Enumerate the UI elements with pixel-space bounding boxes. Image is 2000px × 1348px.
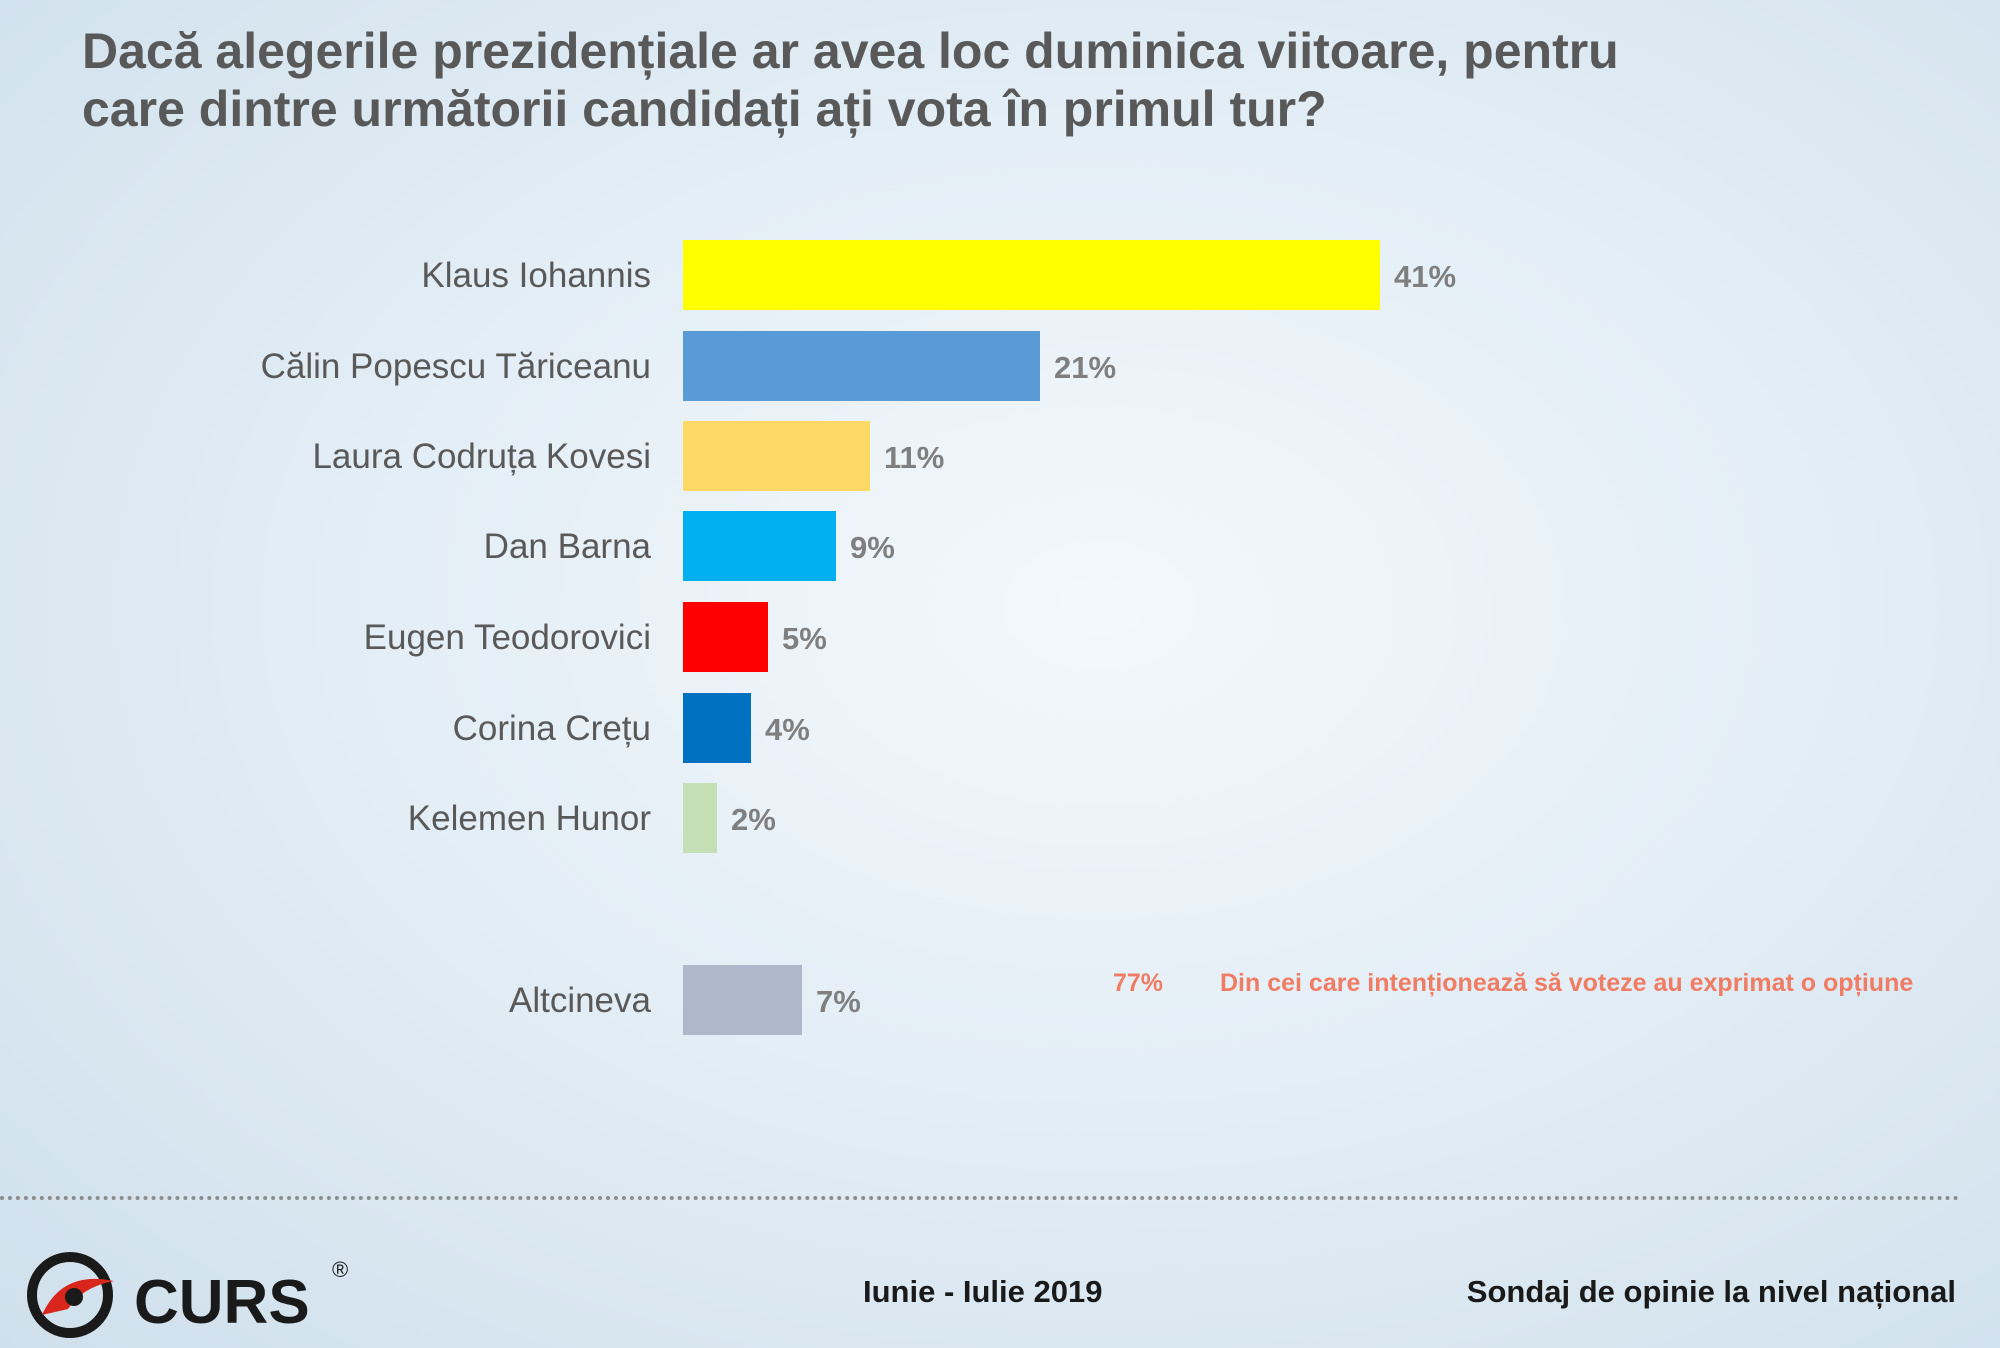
curs-logo-icon bbox=[27, 1252, 114, 1338]
bar-3 bbox=[683, 421, 870, 491]
value-label-8: 7% bbox=[816, 984, 861, 1019]
category-label-6: Corina Crețu bbox=[453, 709, 651, 748]
footer-source: Sondaj de opinie la nivel național bbox=[1466, 1274, 1956, 1309]
bar-1 bbox=[683, 240, 1380, 310]
category-label-8: Altcineva bbox=[509, 981, 652, 1020]
category-label-4: Dan Barna bbox=[484, 527, 652, 566]
category-label-2: Călin Popescu Tăriceanu bbox=[261, 347, 651, 386]
bar-2 bbox=[683, 331, 1040, 401]
curs-logo-text: CURS bbox=[134, 1268, 310, 1337]
value-label-1: 41% bbox=[1394, 259, 1456, 294]
chart-title: Dacă alegerile prezidențiale ar avea loc… bbox=[82, 22, 1882, 138]
category-label-7: Kelemen Hunor bbox=[408, 799, 652, 838]
bar-6 bbox=[683, 693, 751, 763]
chart-title-line-1: Dacă alegerile prezidențiale ar avea loc… bbox=[82, 23, 1619, 79]
annotation-note: 77% Din cei care intenționează să voteze… bbox=[1113, 969, 1913, 998]
category-label-3: Laura Codruța Kovesi bbox=[312, 437, 651, 476]
annotation-value: 77% bbox=[1113, 969, 1164, 997]
value-label-7: 2% bbox=[731, 802, 776, 837]
curs-logo-registered: ® bbox=[332, 1257, 348, 1282]
value-label-2: 21% bbox=[1054, 350, 1116, 385]
value-label-3: 11% bbox=[884, 440, 944, 475]
value-label-5: 5% bbox=[782, 621, 827, 656]
bar-7 bbox=[683, 783, 717, 853]
value-label-4: 9% bbox=[850, 530, 895, 565]
value-label-6: 4% bbox=[765, 712, 810, 747]
footer-divider bbox=[0, 1196, 1960, 1200]
category-label-5: Eugen Teodorovici bbox=[364, 618, 651, 657]
bar-8 bbox=[683, 965, 802, 1035]
category-label-1: Klaus Iohannis bbox=[421, 256, 651, 295]
annotation-text: Din cei care intenționează să voteze au … bbox=[1220, 969, 1914, 997]
bar-chart: Klaus Iohannis 41% Călin Popescu Tăriceanu… bbox=[261, 240, 1456, 1035]
chart-title-line-2: care dintre următorii candidați ați vota… bbox=[82, 81, 1327, 137]
footer-date: Iunie - Iulie 2019 bbox=[863, 1274, 1103, 1309]
bar-4 bbox=[683, 511, 836, 581]
curs-logo: CURS ® bbox=[27, 1252, 348, 1338]
bar-5 bbox=[683, 602, 768, 672]
